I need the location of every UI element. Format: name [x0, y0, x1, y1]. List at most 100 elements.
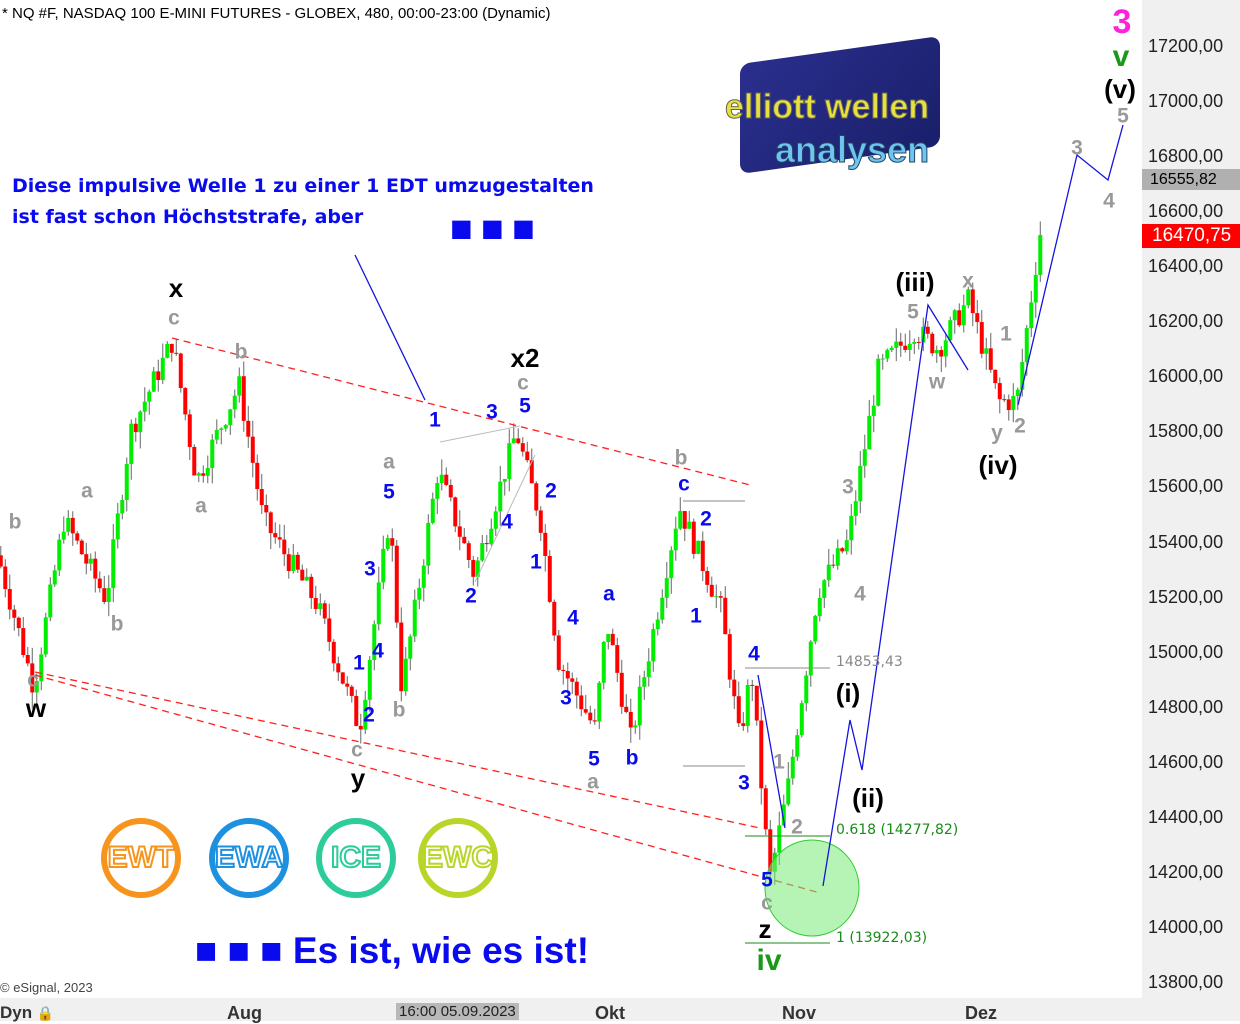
- candle: [970, 289, 975, 314]
- candle: [412, 599, 417, 637]
- candle: [439, 474, 444, 484]
- candle: [1002, 399, 1007, 401]
- candle: [939, 350, 944, 357]
- candle: [736, 696, 741, 724]
- candle: [93, 558, 98, 579]
- candle: [250, 436, 255, 463]
- candle: [201, 473, 206, 476]
- candle: [70, 517, 75, 534]
- candle: [205, 468, 210, 476]
- candle: [160, 357, 165, 381]
- wave-label: 4: [854, 582, 866, 606]
- candle: [916, 341, 921, 343]
- candle: [808, 641, 813, 676]
- candle: [196, 473, 201, 476]
- candle: [768, 829, 773, 872]
- candle: [421, 565, 426, 588]
- price-chart[interactable]: [0, 0, 1142, 998]
- badge-ice[interactable]: ICE: [316, 818, 396, 898]
- candle: [286, 554, 291, 572]
- candle: [610, 633, 615, 646]
- candle: [552, 601, 557, 636]
- time-tick: Okt: [595, 1003, 626, 1023]
- candle: [664, 578, 669, 598]
- candle: [30, 663, 35, 693]
- candle: [633, 725, 638, 728]
- lock-icon[interactable]: 🔒: [36, 1005, 55, 1021]
- candle: [133, 423, 138, 433]
- time-axis[interactable]: [0, 998, 1240, 1021]
- candle: [1029, 302, 1034, 329]
- footer-slogan: ■ ■ ■ Es ist, wie es ist!: [195, 930, 590, 971]
- candle: [309, 576, 314, 599]
- wave-label: a: [81, 479, 93, 503]
- price-axis[interactable]: [1142, 0, 1240, 998]
- wave-label: b: [234, 340, 248, 364]
- wave-label: 3: [486, 400, 498, 424]
- wave-label: 2: [1014, 414, 1026, 438]
- wave-label: 1: [353, 651, 365, 675]
- candle: [957, 310, 962, 326]
- candle: [39, 654, 44, 682]
- price-tick: 15600,00: [1148, 476, 1224, 497]
- candle: [106, 587, 111, 603]
- price-tick: 16600,00: [1148, 201, 1224, 222]
- candle: [862, 449, 867, 466]
- candle: [147, 391, 152, 402]
- dyn-label: Dyn: [0, 1003, 33, 1022]
- candle: [169, 343, 174, 353]
- wave-label: 5: [519, 394, 531, 418]
- candle: [232, 395, 237, 410]
- candle: [984, 348, 989, 354]
- badge-ewc[interactable]: EWC: [418, 818, 498, 898]
- candle: [264, 505, 269, 513]
- price-tick: 14200,00: [1148, 861, 1224, 882]
- price-tick: 14800,00: [1148, 696, 1224, 717]
- candle: [340, 672, 345, 684]
- badge-ewt[interactable]: EWT: [101, 818, 181, 898]
- wave-label: 5: [761, 868, 773, 892]
- candle: [853, 501, 858, 516]
- candle: [813, 616, 818, 642]
- badge-ewa[interactable]: EWA: [209, 818, 289, 898]
- candle: [75, 533, 80, 541]
- logo-text-2: analysen: [774, 129, 930, 170]
- candle: [417, 587, 422, 600]
- upper-trendline: [171, 337, 751, 486]
- candle: [43, 617, 48, 655]
- candles: [0, 221, 1043, 886]
- candle: [642, 677, 647, 687]
- price-tick: 16200,00: [1148, 311, 1224, 332]
- wave-label: c: [27, 668, 39, 692]
- price-tick: 16400,00: [1148, 256, 1224, 277]
- candle: [192, 446, 197, 476]
- wave-label: 4: [1103, 189, 1115, 213]
- wave-label: c: [168, 306, 180, 330]
- candle: [718, 596, 723, 598]
- wave-label: 2: [791, 815, 803, 839]
- candle: [502, 478, 507, 482]
- marker-price-label: 16555,82: [1142, 169, 1240, 190]
- candle: [300, 569, 305, 581]
- wave-label: c: [678, 472, 690, 496]
- candle: [219, 428, 224, 430]
- wave-label: 3: [1112, 3, 1132, 41]
- candle: [790, 756, 795, 779]
- candle: [745, 684, 750, 727]
- candle: [754, 685, 759, 721]
- candle: [66, 517, 71, 532]
- candle: [1011, 395, 1016, 411]
- candle: [282, 539, 287, 555]
- candle: [727, 634, 732, 680]
- candle: [547, 555, 552, 602]
- dynamic-scale-toggle[interactable]: Dyn 🔒: [0, 1003, 54, 1023]
- candle: [520, 443, 525, 452]
- target-zone: [764, 839, 860, 937]
- candle: [484, 543, 489, 545]
- candle: [538, 510, 543, 533]
- candle: [79, 540, 84, 555]
- candle: [898, 341, 903, 346]
- candle: [930, 333, 935, 354]
- candle: [1038, 235, 1043, 275]
- wave-label: b: [8, 510, 22, 534]
